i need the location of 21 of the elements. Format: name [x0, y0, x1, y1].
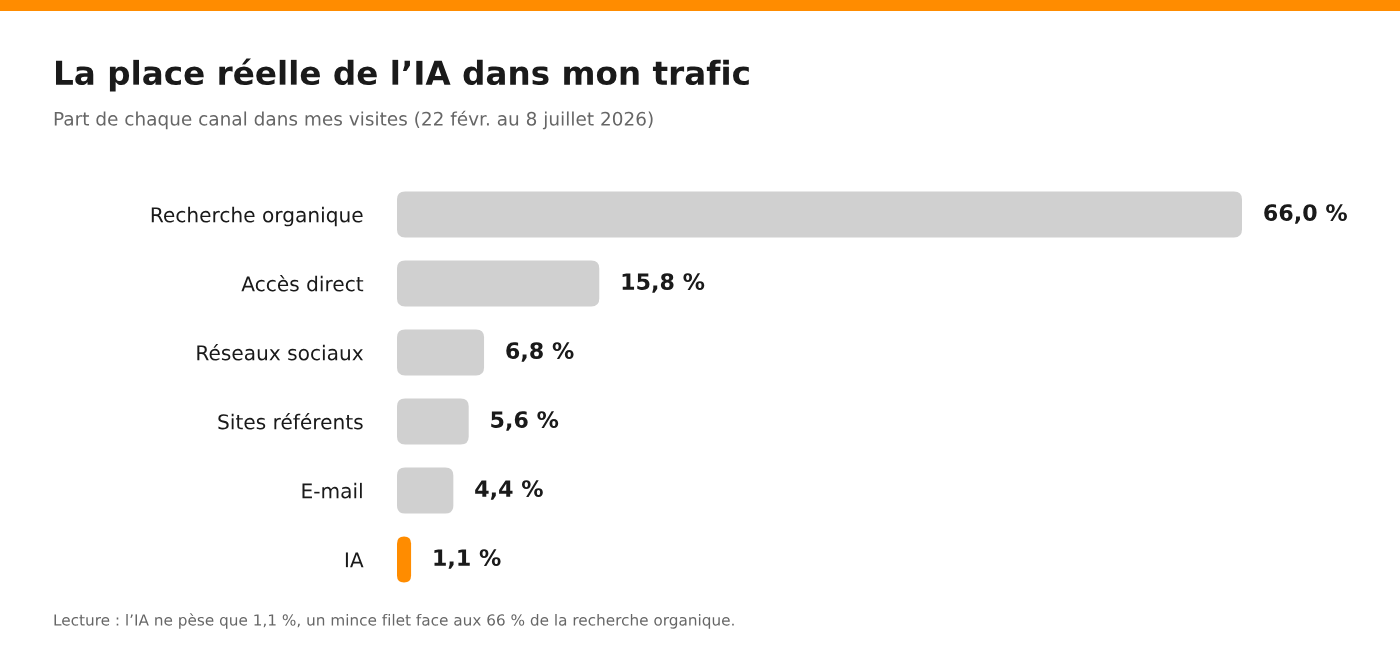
- bar: [397, 536, 412, 583]
- chart-subtitle: Part de chaque canal dans mes visites (22 févr. au 8 juillet 2026): [54, 110, 653, 130]
- data-label: 6,8 %: [506, 342, 574, 362]
- bar: [397, 260, 600, 307]
- bar: [397, 398, 469, 445]
- y-tick-label: Accès direct: [241, 275, 364, 292]
- data-label: 15,8 %: [622, 273, 705, 293]
- bar: [397, 329, 485, 376]
- y-tick-label: Recherche organique: [151, 206, 363, 227]
- y-tick-label: Sites référents: [218, 413, 363, 430]
- y-tick-label: Réseaux sociaux: [197, 344, 363, 361]
- data-label: 66,0 %: [1264, 204, 1347, 224]
- y-tick-label: E-mail: [302, 482, 362, 499]
- chart-title: La place réelle de l’IA dans mon trafic: [56, 58, 749, 92]
- data-label: 4,4 %: [475, 480, 543, 500]
- text: Lecture : l’IA ne pèse que 1,1 %, un mince filet face aux 66 % de la recherche organique.: [54, 613, 734, 629]
- bar: [397, 467, 454, 514]
- bar: [397, 191, 1242, 238]
- data-label: 1,1 %: [434, 549, 501, 569]
- data-label: 5,6 %: [491, 411, 559, 431]
- y-tick-label: IA: [345, 552, 364, 568]
